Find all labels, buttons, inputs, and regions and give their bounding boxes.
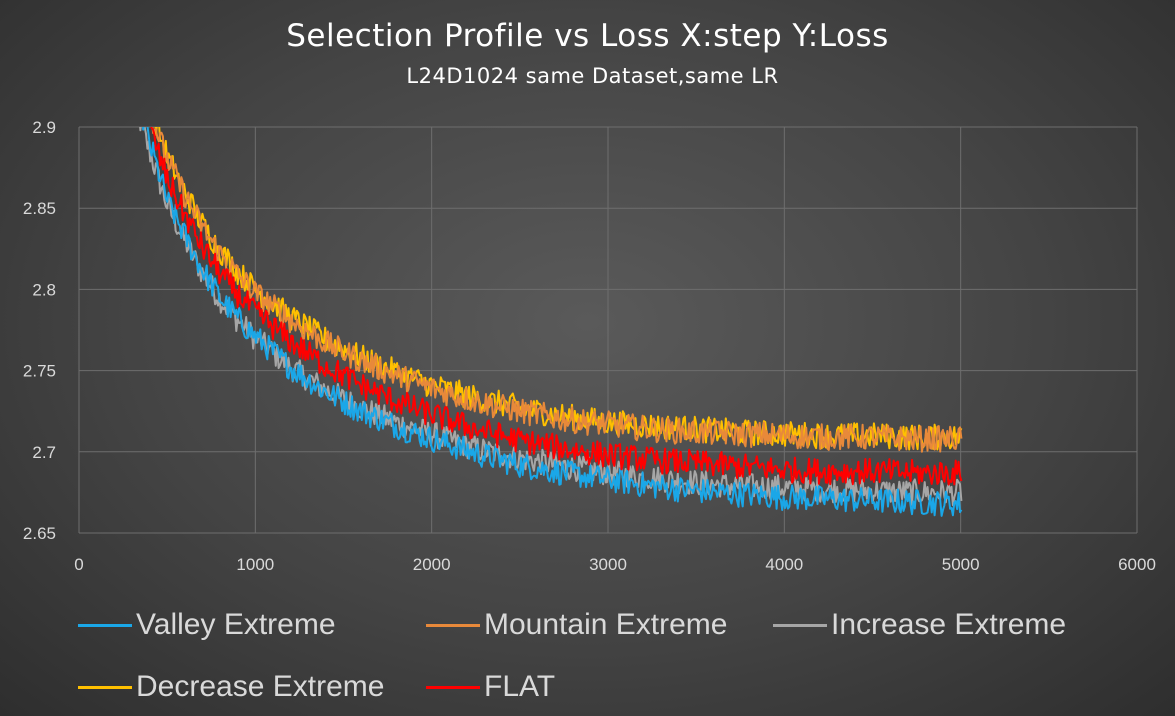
grid	[78, 126, 1138, 534]
y-tick-label: 2.8	[32, 280, 56, 299]
y-tick-label: 2.7	[32, 443, 56, 462]
series-lines	[139, 127, 963, 517]
y-tick-label: 2.85	[23, 199, 56, 218]
series-line-flat	[150, 127, 963, 486]
series-line-valley-extreme	[142, 127, 963, 517]
x-tick-label: 1000	[236, 555, 274, 574]
x-tick-label: 5000	[942, 555, 980, 574]
tick-labels: 0 1000 2000 3000 4000 5000 6000 2.65 2.7 2.75 2.8 2…	[23, 118, 1156, 574]
y-tick-label: 2.65	[23, 524, 56, 543]
x-tick-label: 0	[74, 555, 83, 574]
y-tick-label: 2.9	[32, 118, 56, 137]
x-tick-label: 4000	[765, 555, 803, 574]
chart-subtitle: L24D1024 same Dataset,same LR	[406, 64, 779, 88]
series-line-decrease-extreme	[154, 127, 963, 451]
x-tick-label: 3000	[589, 555, 627, 574]
series-line-mountain-extreme	[151, 127, 963, 453]
y-tick-label: 2.75	[23, 362, 56, 381]
x-tick-label: 2000	[413, 555, 451, 574]
chart-title: Selection Profile vs Loss X:step Y:Loss	[286, 18, 889, 54]
x-tick-label: 6000	[1118, 555, 1156, 574]
